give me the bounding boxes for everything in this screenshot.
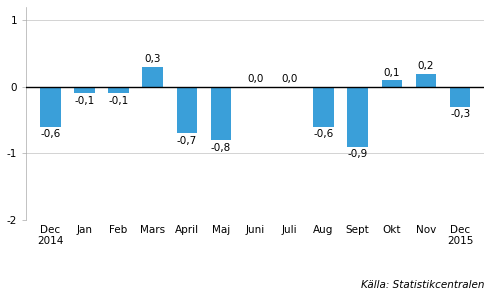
Bar bbox=[416, 73, 436, 87]
Text: -0,7: -0,7 bbox=[177, 136, 197, 146]
Text: 0,1: 0,1 bbox=[383, 68, 400, 78]
Text: 0,0: 0,0 bbox=[247, 74, 263, 84]
Text: -0,1: -0,1 bbox=[109, 96, 129, 106]
Text: Källa: Statistikcentralen: Källa: Statistikcentralen bbox=[360, 280, 484, 290]
Text: -0,8: -0,8 bbox=[211, 143, 231, 153]
Bar bbox=[211, 87, 231, 140]
Text: -0,6: -0,6 bbox=[40, 130, 60, 140]
Bar bbox=[313, 87, 334, 127]
Bar bbox=[74, 87, 95, 94]
Bar bbox=[450, 87, 470, 107]
Bar bbox=[177, 87, 197, 133]
Bar bbox=[382, 80, 402, 87]
Bar bbox=[109, 87, 129, 94]
Bar bbox=[142, 67, 163, 87]
Text: 0,3: 0,3 bbox=[144, 54, 161, 64]
Text: 0,2: 0,2 bbox=[418, 61, 434, 71]
Bar bbox=[40, 87, 60, 127]
Bar bbox=[348, 87, 368, 147]
Text: -0,9: -0,9 bbox=[348, 149, 368, 159]
Text: -0,6: -0,6 bbox=[313, 130, 334, 140]
Text: 0,0: 0,0 bbox=[281, 74, 298, 84]
Text: -0,3: -0,3 bbox=[450, 109, 470, 120]
Text: -0,1: -0,1 bbox=[74, 96, 95, 106]
